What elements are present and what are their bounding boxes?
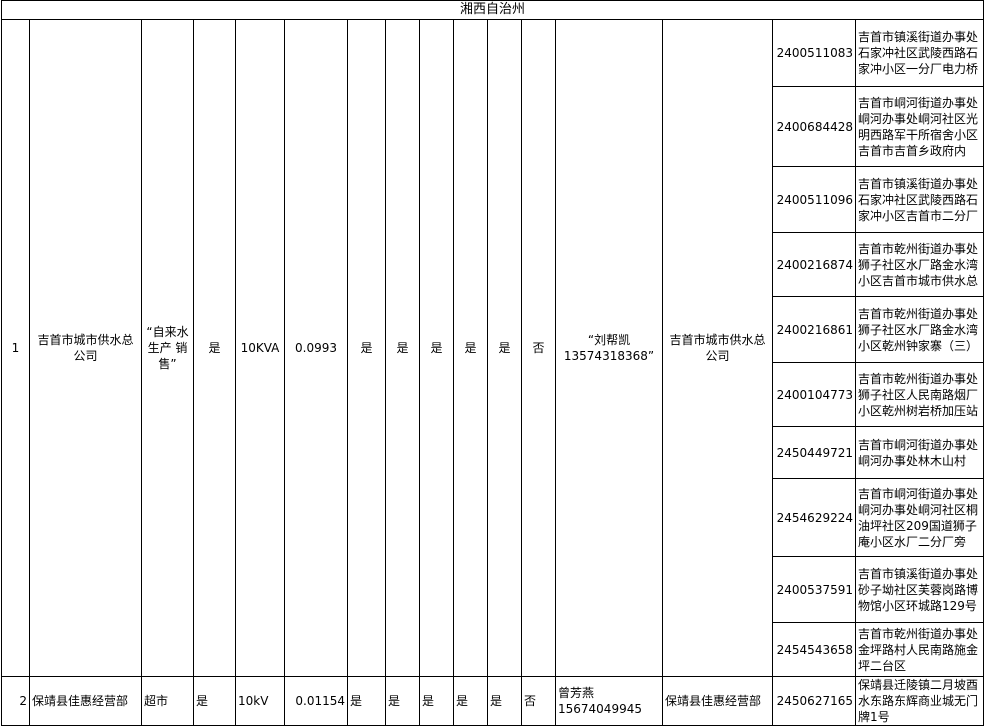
flag-cell: 是 [385,676,420,726]
table-row: 2454629224 吉首市峒河街道办事处峒河办事处峒河社区桐油坪社区209国道狮… [2,478,984,557]
account-id: 2400511083 [772,19,856,87]
account-address: 吉首市乾州街道办事处金坪路村人民南路施金坪二台区 [855,622,984,677]
account-id: 2400216861 [772,296,856,363]
account-address: 吉首市峒河街道办事处峒河办事处峒河社区光明西路军干所宿舍小区吉首市吉首乡政府内 [855,86,984,167]
flag-cell: 是 [487,676,522,726]
account-id: 2454629224 [772,478,856,557]
capacity-cell: 10KVA [235,19,285,677]
table-row: 2400104773 吉首市乾州街道办事处狮子社区人民南路烟厂小区乾州树岩桥加压站 [2,362,984,427]
table-row: 2400216861 吉首市乾州街道办事处狮子社区水厂路金水湾小区乾州钟家寨（三） [2,296,984,363]
value-cell: 0.01154 [284,676,348,726]
account-address: 吉首市乾州街道办事处狮子社区人民南路烟厂小区乾州树岩桥加压站 [855,362,984,427]
account-id: 2450627165 [772,676,856,726]
row-index: 2 [1,676,30,726]
table-row: 2 保靖县佳惠经营部 超市是 10kV 0.01154 是是是是是否曾芳燕15674049… [1,676,984,726]
value-cell: 0.0993 [284,19,348,677]
account-address: 吉首市镇溪街道办事处砂子坳社区芙蓉岗路博物馆小区环城路129号 [855,556,984,623]
contact-cell: 曾芳燕15674049945 [555,676,663,726]
account-id: 2400684428 [772,86,856,167]
account-address: 吉首市峒河街道办事处峒河办事处林木山村 [855,426,984,479]
account-address: 吉首市镇溪街道办事处石家冲社区武陵西路石家冲小区一分厂电力桥 [855,19,984,87]
flag-cell: 是 [453,676,488,726]
account-address: 保靖县迁陵镇二月坡酉水东路东辉商业城无门牌1号 [855,676,984,726]
yes-no-cell: 是 [193,676,236,726]
yes-no-cell: 是 [193,19,236,677]
company-name: 吉首市城市供水总公司 [29,19,142,677]
capacity-cell: 10kV [235,676,285,726]
flag-cell: 是 [347,676,386,726]
flag-cell: 是 [487,19,522,677]
table-row: 2400511096 吉首市镇溪街道办事处石家冲社区武陵西路石家冲小区吉首市二分厂 [2,166,984,233]
table-title: 湘西自治州 [1,0,984,20]
account-id: 2400511096 [772,166,856,233]
business-type: 超市 [141,676,194,726]
contact-cell: “刘帮凯13574318368” [555,19,663,677]
account-address: 吉首市镇溪街道办事处石家冲社区武陵西路石家冲小区吉首市二分厂 [855,166,984,233]
flag-cell: 是 [453,19,488,677]
table-row: 2450449721 吉首市峒河街道办事处峒河办事处林木山村 [2,426,984,479]
business-type: “自来水生产 销售” [141,19,194,677]
account-id: 2450449721 [772,426,856,479]
company-name: 保靖县佳惠经营部 [29,676,142,726]
flag-cell: 是 [419,19,454,677]
flag-cell: 是 [347,19,386,677]
row-index: 1 [1,19,30,677]
unit-name: 吉首市城市供水总公司 [662,19,773,677]
account-address: 吉首市峒河街道办事处峒河办事处峒河社区桐油坪社区209国道狮子庵小区水厂二分厂旁 [855,478,984,557]
table-row: 2454543658 吉首市乾州街道办事处金坪路村人民南路施金坪二台区 [2,622,984,677]
table-row: 2400537591 吉首市镇溪街道办事处砂子坳社区芙蓉岗路博物馆小区环城路129… [2,556,984,623]
flag-cell: 否 [521,676,556,726]
unit-name: 保靖县佳惠经营部 [662,676,773,726]
table-row: 2400216874 吉首市乾州街道办事处狮子社区水厂路金水湾小区吉首市城市供水总 [2,232,984,297]
account-id: 2454543658 [772,622,856,677]
account-address: 吉首市乾州街道办事处狮子社区水厂路金水湾小区乾州钟家寨（三） [855,296,984,363]
account-id: 2400537591 [772,556,856,623]
flag-cell: 是 [385,19,420,677]
table-row: 2400684428 吉首市峒河街道办事处峒河办事处峒河社区光明西路军干所宿舍小区… [2,86,984,167]
flag-cell: 是 [419,676,454,726]
account-id: 2400104773 [772,362,856,427]
flag-cell: 否 [521,19,556,677]
account-address: 吉首市乾州街道办事处狮子社区水厂路金水湾小区吉首市城市供水总 [855,232,984,297]
account-id: 2400216874 [772,232,856,297]
table-row: 1 吉首市城市供水总公司 “自来水生产 销售” 是 10KVA 0.0993 是是是是是否 “… [1,19,984,677]
